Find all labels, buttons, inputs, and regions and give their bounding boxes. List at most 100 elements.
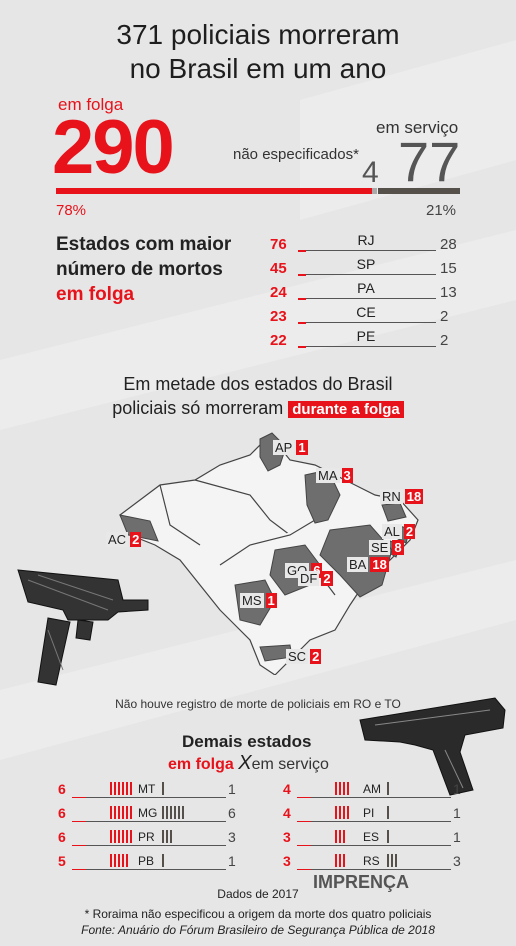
other-state-servico: 1 <box>228 781 236 797</box>
map-state-code: SC <box>286 649 309 664</box>
other-state-line <box>86 869 226 870</box>
other-state-line <box>311 869 451 870</box>
other-state-line-folga <box>72 821 86 822</box>
demais-heading: Demais estados <box>182 732 312 751</box>
pistol-icon <box>359 697 506 796</box>
other-state-line-folga <box>297 869 311 870</box>
servico-tick <box>170 830 172 843</box>
servico-tick <box>395 854 397 867</box>
other-state-code: MT <box>138 782 156 796</box>
folga-tick <box>118 782 120 795</box>
map-state-count: 1 <box>296 440 308 455</box>
other-state-row: 6 MG 6 <box>58 804 248 824</box>
folga-tick <box>347 782 349 795</box>
map-state-label: MS 1 <box>240 593 277 608</box>
servico-tick <box>162 830 164 843</box>
folga-tick <box>110 854 112 867</box>
top-state-code: PA <box>357 280 375 296</box>
folga-tick <box>118 806 120 819</box>
map-heading-highlight: durante a folga <box>288 401 404 418</box>
folga-tick <box>122 782 124 795</box>
servico-value: 77 <box>398 130 461 193</box>
top-state-servico: 13 <box>440 284 457 301</box>
top-state-line-folga <box>298 346 306 348</box>
map-state-count: 3 <box>341 468 353 483</box>
top-state-row: 45 SP 15 <box>270 256 470 278</box>
folga-tick <box>126 806 128 819</box>
top-state-line-folga <box>298 298 306 300</box>
source: Fonte: Anuário do Fórum Brasileiro de Se… <box>81 923 435 937</box>
top-state-line <box>306 322 436 323</box>
folga-tick <box>339 806 341 819</box>
top-state-row: 23 CE 2 <box>270 304 470 326</box>
folga-tick <box>343 782 345 795</box>
other-state-servico: 1 <box>228 853 236 869</box>
map-state-label: RN 18 <box>380 489 424 504</box>
folga-tick <box>339 782 341 795</box>
servico-tick <box>170 806 172 819</box>
folga-tick <box>122 854 124 867</box>
map-state-count: 2 <box>403 524 416 539</box>
servico-tick <box>166 830 168 843</box>
folga-tick <box>118 854 120 867</box>
servico-label: em serviço <box>376 118 459 137</box>
map-state-count: 1 <box>265 593 277 608</box>
folga-label: em folga <box>58 95 124 114</box>
top-state-servico: 2 <box>440 332 449 349</box>
top-states-table: 76 RJ 28 45 SP 15 24 PA 13 23 CE 2 22 PE… <box>270 232 470 349</box>
servico-bar <box>378 188 460 194</box>
map-state-count: 18 <box>370 557 389 572</box>
other-state-servico: 3 <box>453 853 461 869</box>
other-state-code: PR <box>138 830 155 844</box>
other-state-folga: 5 <box>58 853 66 869</box>
folga-tick <box>114 806 116 819</box>
map-heading: Em metade dos estados do Brasil policiai… <box>0 372 516 422</box>
folga-tick <box>126 854 128 867</box>
folga-tick <box>130 806 132 819</box>
map-state-label: AC 2 <box>106 532 142 547</box>
folga-tick <box>122 830 124 843</box>
other-state-line-folga <box>297 797 311 798</box>
folga-tick <box>114 782 116 795</box>
map-state-code: AP <box>273 440 295 455</box>
map-state-count: 18 <box>404 489 424 504</box>
footnote: * Roraima não especificou a origem da mo… <box>84 907 432 921</box>
other-state-row: 6 MT 1 <box>58 780 248 800</box>
servico-tick <box>162 806 164 819</box>
servico-tick <box>174 806 176 819</box>
top-state-servico: 15 <box>440 260 457 277</box>
folga-pct: 78% <box>56 202 87 219</box>
map-state-count: 6 <box>311 563 323 578</box>
folga-tick <box>335 830 337 843</box>
map-state-label: AP 1 <box>273 440 308 455</box>
folga-tick <box>114 854 116 867</box>
states-heading: Estados com maior número de mortos em fo… <box>56 234 232 305</box>
demais-legend: em folga Xem serviço <box>168 752 329 774</box>
nao-especificados-value: 4 <box>362 156 379 189</box>
servico-tick <box>166 806 168 819</box>
top-state-line-folga <box>298 274 306 276</box>
folga-tick <box>110 830 112 843</box>
other-state-servico: 3 <box>228 829 236 845</box>
folga-tick <box>335 782 337 795</box>
other-state-row: 6 PR 3 <box>58 828 248 848</box>
other-state-code: PI <box>363 806 375 820</box>
other-state-line <box>311 821 451 822</box>
other-state-servico: 1 <box>453 805 461 821</box>
other-state-line <box>311 845 451 846</box>
top-state-folga: 24 <box>270 284 287 301</box>
folga-bar <box>56 188 372 194</box>
top-state-folga: 45 <box>270 260 287 277</box>
folga-tick <box>335 806 337 819</box>
folga-tick <box>343 854 345 867</box>
other-state-servico: 6 <box>228 805 236 821</box>
servico-tick <box>387 782 389 795</box>
folga-tick <box>343 830 345 843</box>
servico-tick <box>387 854 389 867</box>
map-state-label: SE 8 <box>369 540 404 555</box>
top-state-code: SP <box>356 256 376 272</box>
other-state-row: 3 ES 1 <box>283 828 473 848</box>
top-state-line <box>306 346 436 347</box>
servico-tick <box>387 830 389 843</box>
